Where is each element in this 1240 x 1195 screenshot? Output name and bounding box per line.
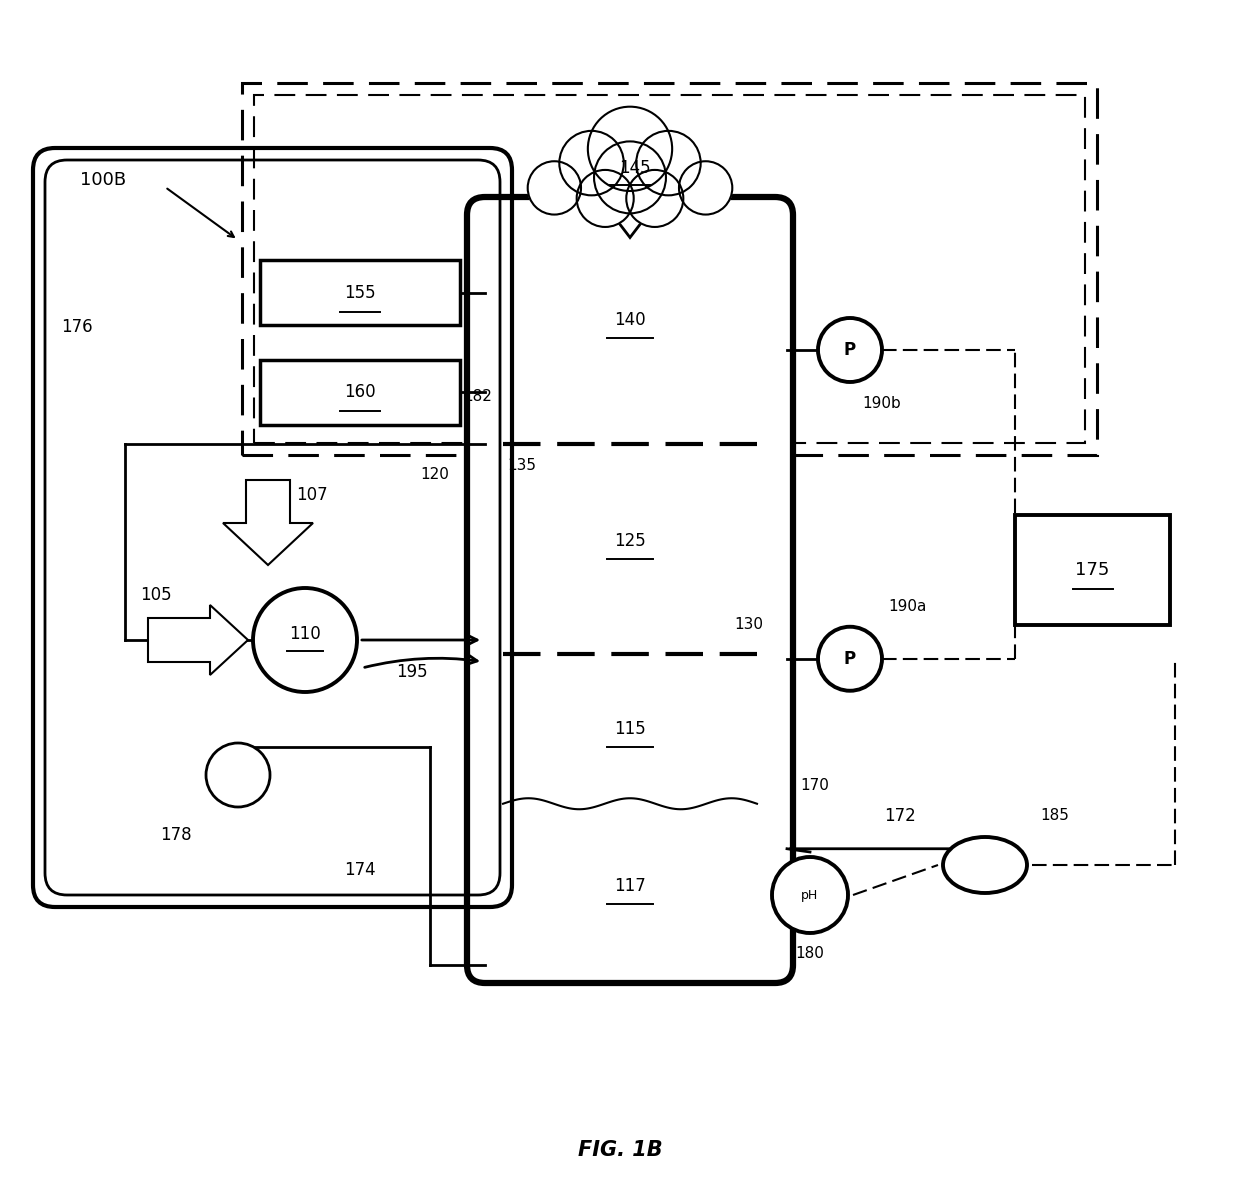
Text: 190b: 190b	[862, 396, 900, 411]
Circle shape	[577, 170, 634, 227]
Text: 135: 135	[507, 458, 536, 473]
Bar	[254, 94, 1085, 443]
Text: FIG. 1B: FIG. 1B	[578, 1140, 662, 1160]
Bar	[260, 261, 460, 325]
Text: 195: 195	[397, 663, 428, 681]
Polygon shape	[588, 183, 672, 238]
Bar	[242, 82, 1097, 455]
Text: 115: 115	[614, 719, 646, 737]
Bar	[260, 360, 460, 425]
Circle shape	[594, 141, 666, 214]
Text: 178: 178	[160, 826, 192, 844]
Text: 172: 172	[884, 807, 916, 825]
Text: 100B: 100B	[81, 171, 126, 189]
Text: 174: 174	[345, 862, 376, 880]
Ellipse shape	[942, 836, 1027, 893]
Text: 145: 145	[619, 159, 651, 177]
Text: 125: 125	[614, 532, 646, 550]
Text: 180: 180	[796, 946, 825, 961]
Bar	[1016, 515, 1171, 625]
Text: 182: 182	[463, 390, 492, 404]
Circle shape	[818, 318, 882, 382]
Circle shape	[636, 131, 701, 195]
Circle shape	[206, 743, 270, 807]
Text: 140: 140	[614, 311, 646, 329]
Circle shape	[680, 161, 733, 215]
Text: 175: 175	[1075, 560, 1110, 580]
Circle shape	[773, 857, 848, 933]
Text: 155: 155	[345, 283, 376, 301]
Text: 160: 160	[345, 384, 376, 402]
FancyBboxPatch shape	[467, 197, 794, 983]
Text: 105: 105	[140, 586, 171, 603]
Text: 150: 150	[578, 146, 610, 164]
Text: 120: 120	[420, 467, 449, 483]
Text: P: P	[844, 650, 856, 668]
Text: pH: pH	[801, 889, 818, 901]
Polygon shape	[148, 605, 248, 675]
Text: 176: 176	[61, 318, 93, 336]
Text: 190a: 190a	[888, 599, 926, 614]
Circle shape	[253, 588, 357, 692]
Text: P: P	[844, 341, 856, 358]
Polygon shape	[223, 480, 312, 565]
Text: 110: 110	[289, 625, 321, 643]
Text: 185: 185	[1040, 808, 1069, 823]
Circle shape	[626, 170, 683, 227]
Circle shape	[818, 626, 882, 691]
Circle shape	[588, 106, 672, 191]
Circle shape	[559, 131, 624, 195]
Text: 117: 117	[614, 877, 646, 895]
Circle shape	[528, 161, 582, 215]
Text: 107: 107	[296, 486, 327, 504]
Text: 130: 130	[734, 617, 763, 632]
Text: 170: 170	[801, 778, 830, 793]
